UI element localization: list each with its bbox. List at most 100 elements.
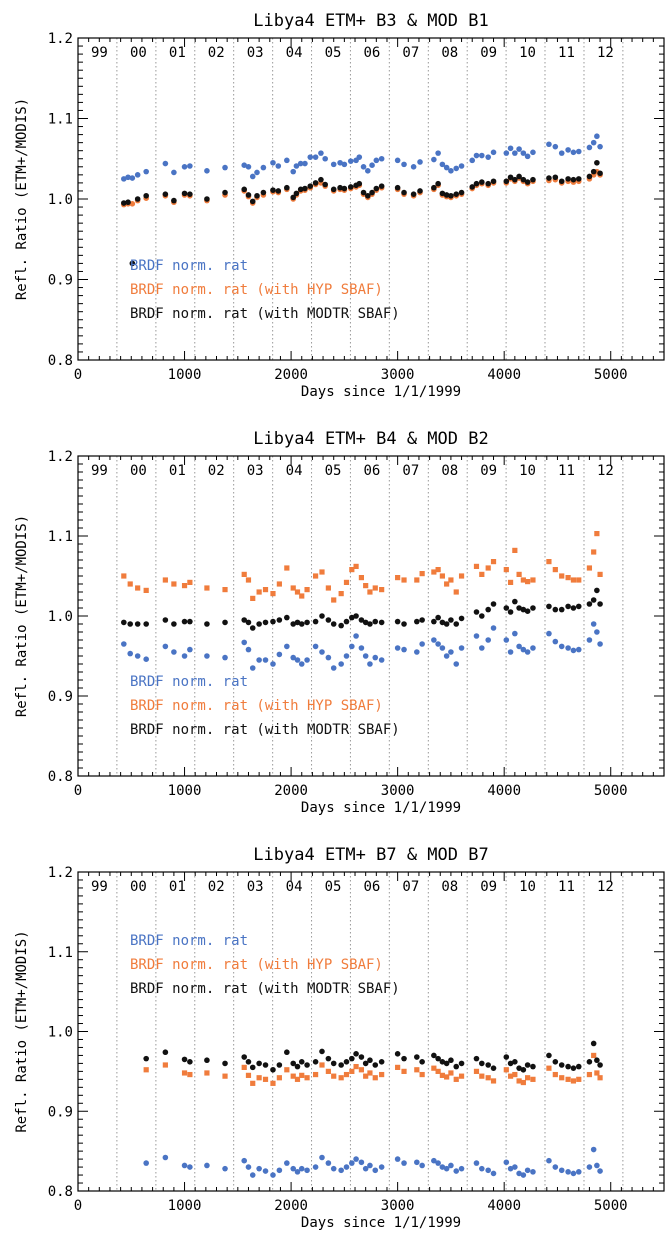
data-point	[431, 637, 437, 643]
data-point	[249, 625, 256, 631]
data-point	[204, 1162, 210, 1169]
data-point	[245, 1059, 252, 1065]
data-point	[204, 585, 210, 591]
data-point	[439, 645, 446, 651]
data-point	[245, 1164, 252, 1170]
data-point	[134, 196, 141, 202]
data-point	[249, 1172, 256, 1178]
data-point	[338, 1167, 344, 1174]
data-point	[516, 571, 522, 577]
data-point	[241, 639, 248, 646]
data-point	[319, 569, 325, 575]
data-point	[373, 185, 380, 192]
year-label: 08	[441, 45, 458, 61]
data-point	[367, 621, 373, 627]
legend-entry: BRDF norm. rat (with MODTR SBAF)	[130, 981, 400, 997]
data-point	[565, 1076, 571, 1082]
data-point	[284, 1067, 290, 1073]
data-point	[330, 621, 337, 627]
data-point	[367, 1070, 373, 1076]
data-point	[143, 1160, 149, 1166]
data-point	[187, 163, 193, 169]
data-point	[552, 174, 559, 181]
data-point	[343, 618, 350, 625]
data-point	[520, 176, 527, 183]
data-point	[222, 1073, 228, 1079]
year-label: 09	[480, 463, 497, 479]
data-point	[516, 643, 522, 650]
year-label: 03	[247, 879, 264, 895]
data-point	[479, 152, 485, 159]
data-point	[293, 190, 300, 197]
data-point	[490, 178, 497, 185]
data-point	[362, 653, 369, 659]
data-point	[565, 147, 571, 153]
data-point	[401, 189, 407, 196]
data-point	[338, 1062, 344, 1068]
data-point	[507, 579, 514, 585]
data-point	[597, 143, 603, 150]
data-point	[414, 618, 420, 625]
data-point	[245, 577, 252, 583]
data-point	[576, 577, 582, 583]
data-point	[552, 1059, 559, 1065]
data-point	[256, 1075, 262, 1081]
year-label: 99	[91, 45, 108, 61]
data-point	[417, 188, 423, 194]
data-point	[325, 654, 332, 661]
data-point	[458, 615, 465, 622]
data-point	[453, 165, 460, 172]
data-point	[262, 1076, 269, 1082]
data-point	[594, 1057, 600, 1064]
data-point	[507, 1165, 514, 1172]
data-point	[417, 159, 423, 165]
data-point	[575, 148, 582, 155]
data-point	[290, 1165, 297, 1172]
data-point	[256, 657, 262, 663]
year-label: 99	[91, 463, 108, 479]
data-point	[570, 1065, 577, 1071]
data-point	[575, 1169, 582, 1175]
year-label: 04	[286, 45, 303, 61]
y-tick-label: 1.2	[48, 865, 73, 881]
data-point	[473, 180, 480, 187]
data-point	[349, 1055, 355, 1062]
data-point	[338, 661, 344, 667]
data-point	[479, 1165, 485, 1172]
data-point	[552, 638, 559, 645]
data-point	[443, 192, 450, 198]
x-tick-label: 2000	[274, 783, 308, 799]
data-point	[127, 621, 134, 627]
data-point	[349, 643, 355, 650]
data-point	[401, 621, 407, 627]
data-point	[414, 577, 420, 583]
data-point	[284, 1049, 290, 1056]
data-point	[530, 1076, 536, 1082]
data-point	[469, 184, 476, 190]
data-point	[512, 1071, 518, 1078]
data-point	[290, 654, 297, 661]
data-point	[546, 175, 552, 181]
data-point	[597, 641, 603, 647]
data-point	[395, 1064, 401, 1070]
data-point	[458, 189, 465, 196]
data-point	[353, 1063, 359, 1070]
data-point	[597, 170, 603, 177]
data-point	[358, 617, 365, 623]
data-point	[343, 653, 350, 659]
data-point	[516, 1078, 522, 1084]
data-point	[485, 154, 492, 160]
data-point	[507, 1060, 514, 1067]
series-1	[121, 133, 603, 182]
year-label: 05	[325, 45, 342, 61]
data-point	[304, 1062, 310, 1068]
data-point	[284, 643, 290, 650]
year-label: 08	[441, 879, 458, 895]
data-point	[204, 168, 210, 174]
data-point	[299, 593, 305, 599]
data-point	[262, 1062, 269, 1068]
data-point	[330, 1060, 337, 1067]
chart-title: Libya4 ETM+ B3 & MOD B1	[253, 11, 488, 31]
data-point	[143, 587, 149, 593]
data-point	[276, 1062, 283, 1068]
